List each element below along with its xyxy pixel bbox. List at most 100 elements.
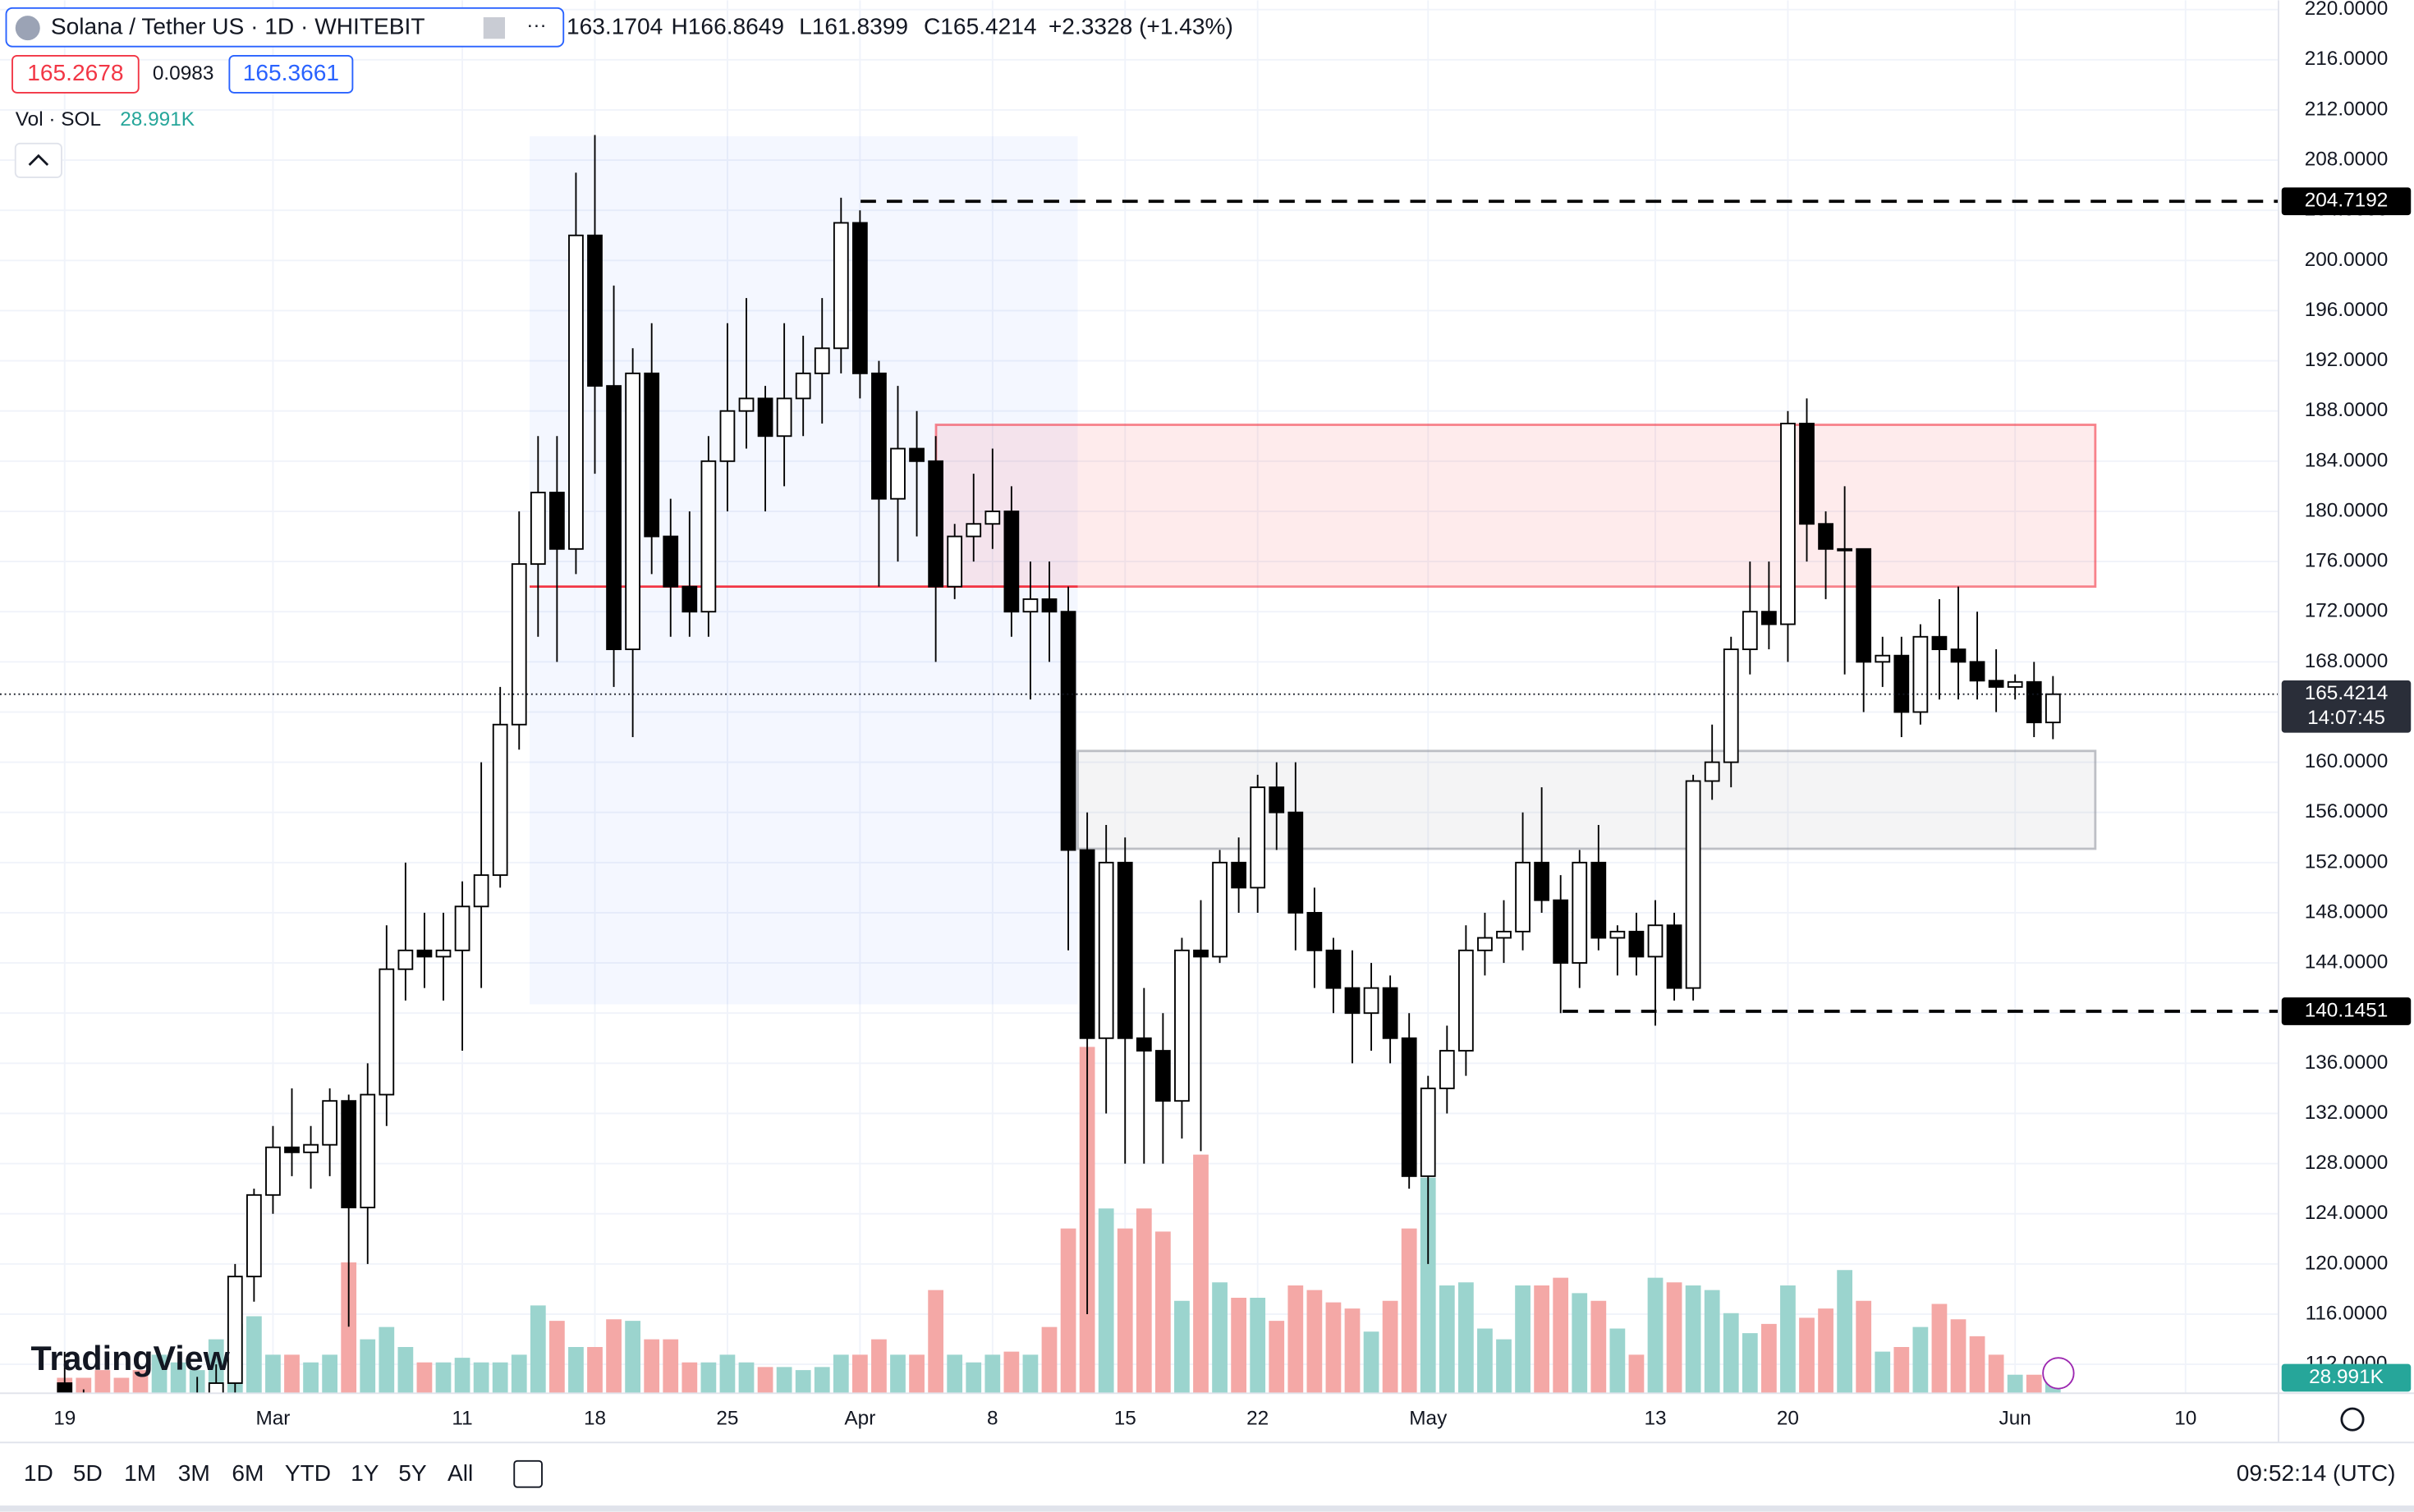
candle-body xyxy=(795,372,811,400)
volume-bar xyxy=(1553,1277,1569,1394)
range-button[interactable]: 1Y xyxy=(351,1460,379,1486)
volume-bar xyxy=(1875,1351,1891,1394)
candle-body xyxy=(1666,924,1682,989)
volume-bar xyxy=(1988,1354,2004,1394)
volume-bar xyxy=(795,1370,811,1394)
calendar-icon[interactable] xyxy=(513,1459,543,1488)
volume-legend-value: 28.991K xyxy=(120,108,195,131)
candle-body xyxy=(625,372,640,650)
volume-bar xyxy=(170,1362,186,1394)
volume-bar xyxy=(549,1321,565,1394)
range-button[interactable]: All xyxy=(447,1460,473,1486)
volume-bar xyxy=(1136,1208,1152,1394)
volume-bar xyxy=(1723,1313,1739,1394)
candle-body xyxy=(1647,924,1664,958)
zone xyxy=(934,424,2097,589)
range-button[interactable]: 5Y xyxy=(398,1460,427,1486)
ohlc-high: H166.8649 xyxy=(672,14,785,39)
candle-body xyxy=(1609,930,1626,939)
range-button[interactable]: 3M xyxy=(178,1460,210,1486)
volume-bar xyxy=(890,1354,906,1394)
level-label: 204.7192 xyxy=(2305,190,2389,212)
candle-body xyxy=(1723,648,1739,763)
candle-body xyxy=(1912,635,1929,713)
candle-body xyxy=(1856,548,1872,663)
volume-bar xyxy=(966,1362,982,1394)
volume-bar xyxy=(113,1377,130,1394)
candle-body xyxy=(1742,611,1758,650)
candle-body xyxy=(1363,987,1379,1015)
volume-bar xyxy=(284,1354,300,1394)
candle-body xyxy=(719,410,736,462)
alert-icon[interactable] xyxy=(2042,1357,2075,1390)
candle-body xyxy=(606,385,622,650)
symbol-box[interactable] xyxy=(5,7,565,48)
candle-body xyxy=(1988,680,2004,688)
volume-bar xyxy=(1212,1282,1228,1394)
candle-body xyxy=(1420,1087,1436,1177)
settings-icon[interactable] xyxy=(2340,1407,2365,1432)
ask-price: 165.3661 xyxy=(243,60,339,85)
candle-body xyxy=(548,492,565,550)
volume-bar xyxy=(2026,1374,2042,1394)
volume-bar xyxy=(1912,1326,1929,1394)
x-tick-label: 22 xyxy=(1246,1408,1269,1430)
candle-body xyxy=(738,397,755,412)
volume-bar xyxy=(1231,1298,1246,1394)
candle-body xyxy=(1325,949,1342,989)
y-tick-label: 180.0000 xyxy=(2305,499,2389,521)
range-button[interactable]: 5D xyxy=(73,1460,103,1486)
range-button[interactable]: 6M xyxy=(232,1460,264,1486)
volume-bar xyxy=(1382,1300,1398,1394)
candle-body xyxy=(700,460,717,613)
sell-box[interactable] xyxy=(11,54,140,94)
range-button[interactable]: YTD xyxy=(285,1460,331,1486)
volume-bar xyxy=(1041,1326,1058,1394)
candle-body xyxy=(871,372,887,500)
candle-body xyxy=(1761,611,1777,625)
x-tick-label: May xyxy=(1409,1408,1448,1430)
candle-body xyxy=(1306,912,1323,951)
volume-bar xyxy=(1250,1298,1266,1394)
volume-bar xyxy=(246,1316,262,1394)
candle-body xyxy=(587,234,603,387)
bid-price: 165.2678 xyxy=(27,60,123,85)
volume-bar xyxy=(1609,1328,1626,1394)
candle-body xyxy=(928,460,943,588)
candle-body xyxy=(246,1194,262,1278)
volume-bar xyxy=(606,1319,622,1394)
volume-bar xyxy=(1287,1285,1304,1394)
flag-icon[interactable] xyxy=(483,17,505,39)
y-tick-label: 188.0000 xyxy=(2305,399,2389,421)
volume-bar xyxy=(1931,1304,1948,1394)
volume-bar xyxy=(1458,1282,1474,1394)
volume-bar xyxy=(151,1354,168,1394)
collapse-button[interactable] xyxy=(14,142,62,178)
candle-body xyxy=(1799,423,1815,525)
ohlc-low: L161.8399 xyxy=(799,14,908,39)
volume-bar xyxy=(738,1362,755,1394)
candle-body xyxy=(568,234,584,550)
buy-box[interactable] xyxy=(228,54,354,94)
volume-bar xyxy=(397,1347,414,1394)
volume-bar xyxy=(1420,1177,1436,1394)
candle-body xyxy=(663,535,679,588)
y-tick-label: 184.0000 xyxy=(2305,449,2389,471)
range-button[interactable]: 1M xyxy=(124,1460,156,1486)
more-icon[interactable]: ··· xyxy=(526,15,546,37)
candle-body xyxy=(1458,949,1474,1052)
volume-bar xyxy=(1117,1228,1133,1394)
candle-body xyxy=(851,222,868,374)
volume-bar xyxy=(1761,1323,1777,1394)
volume-bar xyxy=(1439,1285,1455,1394)
level-label-box xyxy=(2281,997,2412,1025)
y-tick-label: 136.0000 xyxy=(2305,1052,2389,1074)
volume-bar xyxy=(1893,1347,1910,1394)
candle-body xyxy=(1060,611,1076,851)
bottom-strip xyxy=(0,1505,2414,1512)
volume-bar xyxy=(530,1305,546,1394)
range-button[interactable]: 1D xyxy=(24,1460,53,1486)
y-tick-label: 148.0000 xyxy=(2305,900,2389,923)
volume-bar xyxy=(587,1347,603,1394)
